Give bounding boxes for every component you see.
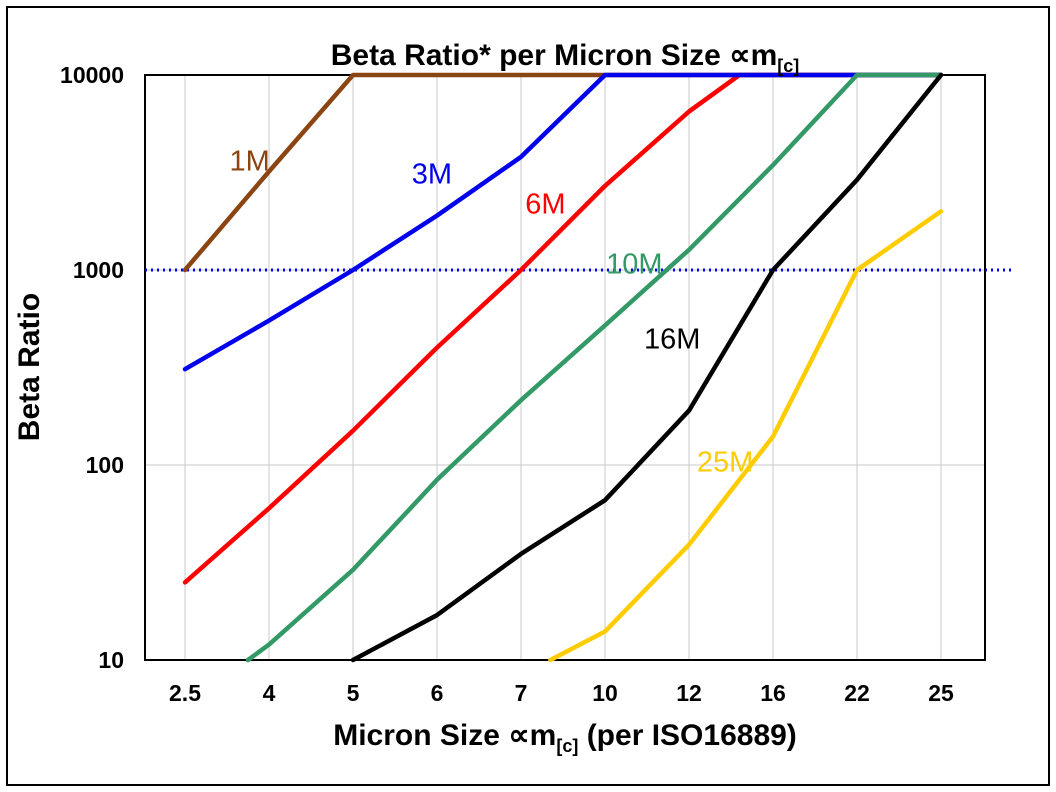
series-label-3M: 3M [411,158,453,191]
x-tick-2.5: 2.5 [169,680,201,706]
plot-border [144,74,986,661]
y-tick-100: 100 [85,452,124,478]
y-tick-1000: 1000 [72,257,124,283]
series-label-16M: 16M [643,323,701,356]
chart-title: Beta Ratio* per Micron Size ∝m[c] [145,38,985,77]
chart-title-text: Beta Ratio* per Micron Size [330,39,730,72]
x-tick-5: 5 [346,680,360,706]
x-axis-title-subscript: [c] [556,736,579,756]
x-tick-16: 16 [760,680,786,706]
series-line-3M [182,72,944,372]
x-tick-10: 10 [592,680,618,706]
x-tick-6: 6 [430,680,444,706]
x-tick-4: 4 [262,680,276,706]
x-axis-title: Micron Size ∝m[c] (per ISO16889) [145,718,985,757]
x-axis-title-suffix: (per ISO16889) [578,719,797,752]
series-line-6M [182,72,944,585]
x-tick-7: 7 [514,680,528,706]
chart-title-subscript: [c] [777,56,800,76]
y-tick-10: 10 [98,647,124,673]
x-axis-title-symbol: ∝m [508,719,557,752]
series-line-16M [350,72,944,663]
series-line-25M [548,209,944,663]
x-axis-title-text: Micron Size [333,719,509,752]
x-tick-12: 12 [676,680,702,706]
series-line-10M [245,72,944,663]
chart-title-symbol: ∝m [729,39,778,72]
y-tick-10000: 10000 [60,62,124,88]
series-label-6M: 6M [525,188,566,221]
series-label-1M: 1M [229,145,270,178]
series-label-10M: 10M [606,248,663,281]
x-tick-22: 22 [844,680,870,706]
x-tick-25: 25 [928,680,954,706]
series-label-25M: 25M [696,446,754,479]
